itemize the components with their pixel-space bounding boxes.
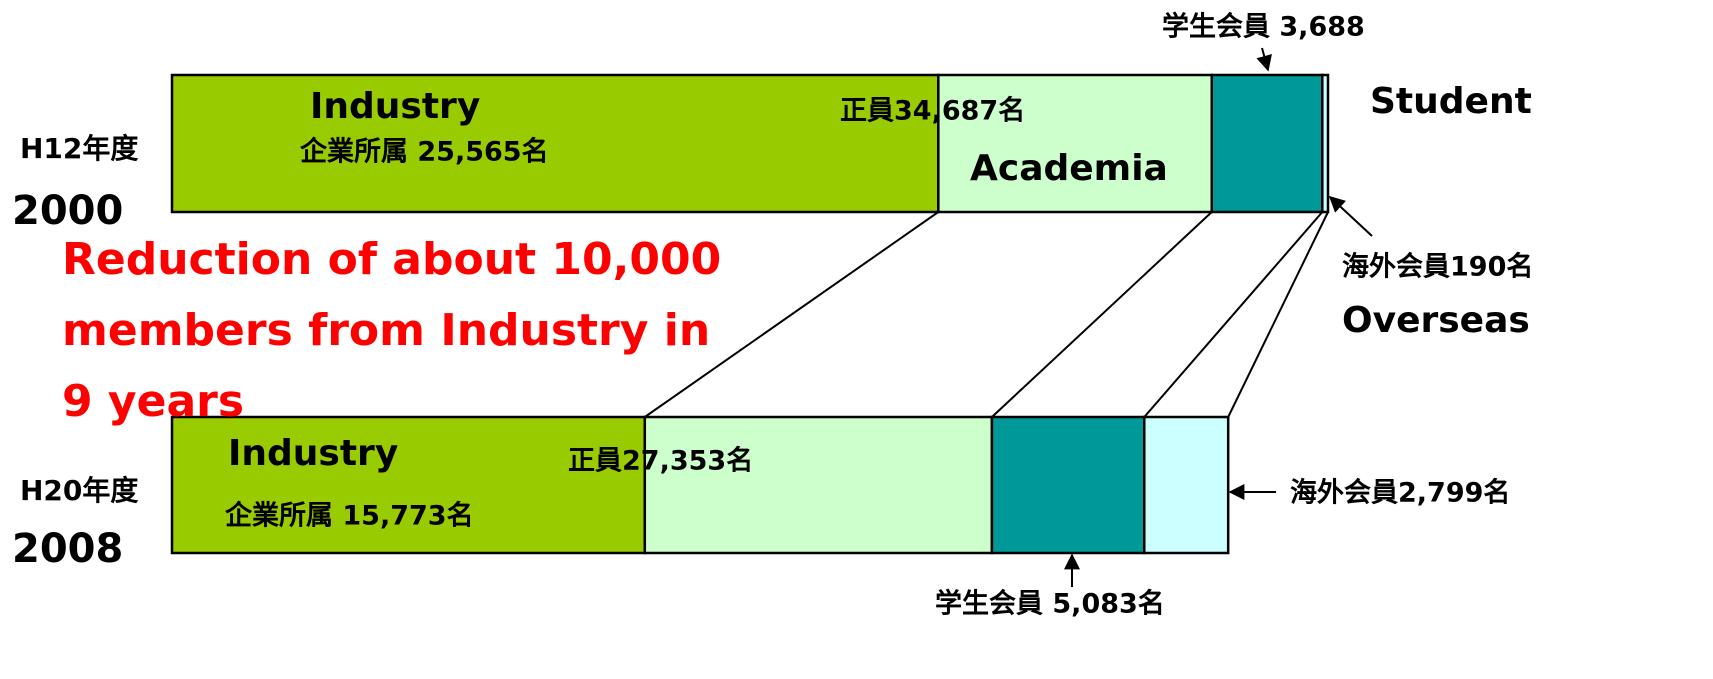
value-label: 海外会員2,799名 [1290,477,1510,509]
value-label: 企業所属 15,773名 [225,500,474,532]
category-label: 2000 [12,188,123,234]
bar-segment [170,415,647,555]
value-label: 学生会員 3,688 [1162,11,1365,43]
connector [644,211,939,418]
category-label: 2008 [12,526,123,572]
bar-segment [643,415,994,555]
connector [1143,211,1324,418]
annotation: 正員27,353名 [568,445,753,477]
series-name: Academia [970,148,1168,189]
arrow [1256,47,1272,72]
value-label: 学生会員 5,083名 [935,588,1165,620]
connector [991,211,1213,418]
category-sublabel: H12年度 [20,132,138,165]
series-name: Overseas [1342,300,1530,341]
series-name: Industry [228,433,398,474]
note: 9 years [62,376,244,427]
bar-segment [990,415,1146,555]
bar-segment [1210,73,1324,214]
category-sublabel: H20年度 [20,474,138,507]
bar-segment [937,73,1214,214]
bar-segment [1321,73,1330,214]
note: Reduction of about 10,000 [62,234,721,285]
value-label: 企業所属 25,565名 [300,136,549,168]
series-name: Student [1370,81,1532,122]
series-name: Industry [310,86,480,127]
connector [1227,211,1329,418]
value-label: 海外会員190名 [1342,251,1533,283]
note: members from Industry in [62,305,710,356]
bar-segment [1143,415,1230,555]
annotation: 正員34,687名 [840,95,1025,127]
bar-segment [170,73,940,214]
arrow [1328,195,1373,237]
